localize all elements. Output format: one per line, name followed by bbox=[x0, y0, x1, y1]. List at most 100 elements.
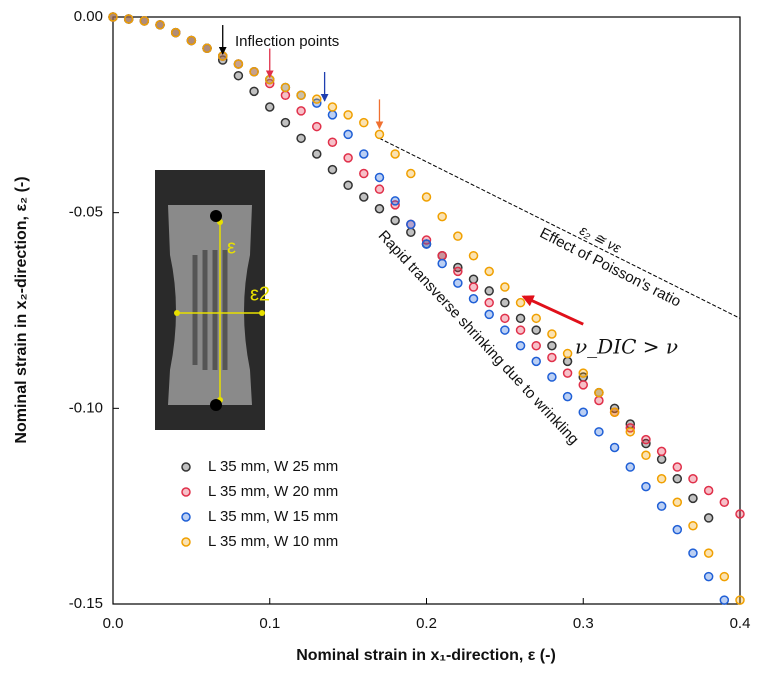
data-point bbox=[327, 102, 338, 112]
data-point bbox=[249, 67, 259, 77]
data-point bbox=[437, 250, 447, 261]
data-point bbox=[437, 258, 447, 269]
data-point bbox=[265, 102, 275, 112]
data-point bbox=[641, 434, 651, 445]
data-point bbox=[656, 446, 667, 457]
data-point bbox=[562, 356, 573, 367]
data-point bbox=[139, 16, 150, 26]
data-point bbox=[719, 595, 730, 605]
data-point bbox=[672, 462, 683, 472]
data-point bbox=[202, 43, 212, 54]
data-point bbox=[735, 595, 745, 605]
x-axis-label: Nominal strain in x₁-direction, ε (-) bbox=[296, 647, 556, 664]
inset-label: ε2 bbox=[250, 283, 270, 305]
data-point bbox=[594, 387, 604, 398]
data-point bbox=[625, 427, 636, 437]
data-point bbox=[296, 90, 306, 101]
data-point bbox=[562, 368, 573, 378]
x-tick-label: 0.2 bbox=[416, 615, 437, 632]
data-point bbox=[312, 121, 322, 132]
legend-label: L 35 mm, W 20 mm bbox=[208, 483, 338, 500]
legend-label: L 35 mm, W 25 mm bbox=[208, 458, 338, 475]
data-point bbox=[719, 497, 730, 508]
data-point bbox=[562, 348, 573, 359]
data-point bbox=[703, 513, 714, 523]
data-point bbox=[327, 110, 338, 120]
data-point bbox=[374, 184, 385, 194]
data-point bbox=[625, 462, 636, 472]
data-point bbox=[547, 329, 557, 339]
data-point bbox=[719, 571, 730, 582]
data-point bbox=[578, 407, 588, 417]
y-tick-label: 0.00 bbox=[74, 8, 103, 25]
data-point bbox=[672, 474, 683, 484]
legend-marker bbox=[181, 487, 191, 497]
data-point bbox=[688, 548, 698, 558]
inset-photo bbox=[155, 170, 265, 430]
data-point bbox=[641, 481, 651, 492]
inset-label: ε bbox=[227, 236, 236, 258]
data-point bbox=[359, 117, 369, 128]
data-point bbox=[359, 192, 369, 202]
data-point bbox=[688, 474, 698, 484]
data-point bbox=[108, 12, 118, 22]
legend-marker bbox=[181, 462, 191, 472]
legend-marker bbox=[181, 512, 191, 522]
data-point bbox=[594, 395, 604, 406]
data-point bbox=[374, 129, 385, 140]
data-point bbox=[296, 106, 306, 116]
data-point bbox=[531, 313, 541, 324]
data-point bbox=[484, 309, 494, 320]
data-point bbox=[359, 168, 369, 179]
data-point bbox=[515, 340, 526, 351]
data-point bbox=[374, 172, 385, 183]
data-point bbox=[312, 94, 322, 104]
reference-line bbox=[379, 137, 741, 319]
data-point bbox=[688, 493, 698, 504]
data-point bbox=[703, 548, 714, 558]
data-point bbox=[735, 509, 745, 519]
data-point bbox=[390, 149, 400, 159]
data-point bbox=[531, 325, 541, 335]
data-point bbox=[280, 82, 291, 93]
data-point bbox=[531, 340, 541, 351]
data-point bbox=[280, 90, 291, 101]
data-point bbox=[390, 215, 400, 226]
y-axis-label: Nominal strain in x₂-direction, ε₂ (-) bbox=[13, 176, 30, 443]
data-point bbox=[453, 231, 463, 241]
data-point bbox=[656, 501, 667, 511]
data-point bbox=[390, 196, 400, 206]
data-point bbox=[233, 59, 244, 69]
data-point bbox=[578, 380, 588, 390]
data-point bbox=[343, 153, 353, 163]
data-point bbox=[578, 368, 588, 378]
data-point bbox=[703, 571, 714, 582]
data-point bbox=[672, 497, 683, 508]
data-point bbox=[170, 27, 181, 38]
data-point bbox=[547, 340, 557, 351]
data-point bbox=[406, 227, 416, 237]
data-point bbox=[484, 286, 494, 296]
data-point bbox=[656, 454, 667, 464]
data-point bbox=[468, 274, 479, 284]
data-point bbox=[594, 427, 604, 437]
data-point bbox=[186, 35, 197, 46]
data-point bbox=[500, 297, 510, 308]
data-point bbox=[233, 70, 244, 81]
data-point bbox=[547, 372, 557, 382]
data-point bbox=[672, 524, 683, 535]
legend-marker bbox=[181, 537, 191, 547]
data-point bbox=[249, 86, 259, 97]
data-point bbox=[296, 133, 306, 144]
dic-arrow bbox=[521, 295, 584, 326]
y-tick-label: -0.10 bbox=[69, 399, 103, 416]
data-point bbox=[123, 14, 134, 24]
legend-label: L 35 mm, W 10 mm bbox=[208, 533, 338, 550]
data-point bbox=[421, 239, 432, 249]
data-point bbox=[500, 313, 510, 324]
data-point bbox=[453, 266, 463, 277]
data-point bbox=[406, 219, 416, 230]
annotation: Inflection points bbox=[235, 33, 339, 50]
annotation: ν_DIC > ν bbox=[575, 335, 678, 359]
